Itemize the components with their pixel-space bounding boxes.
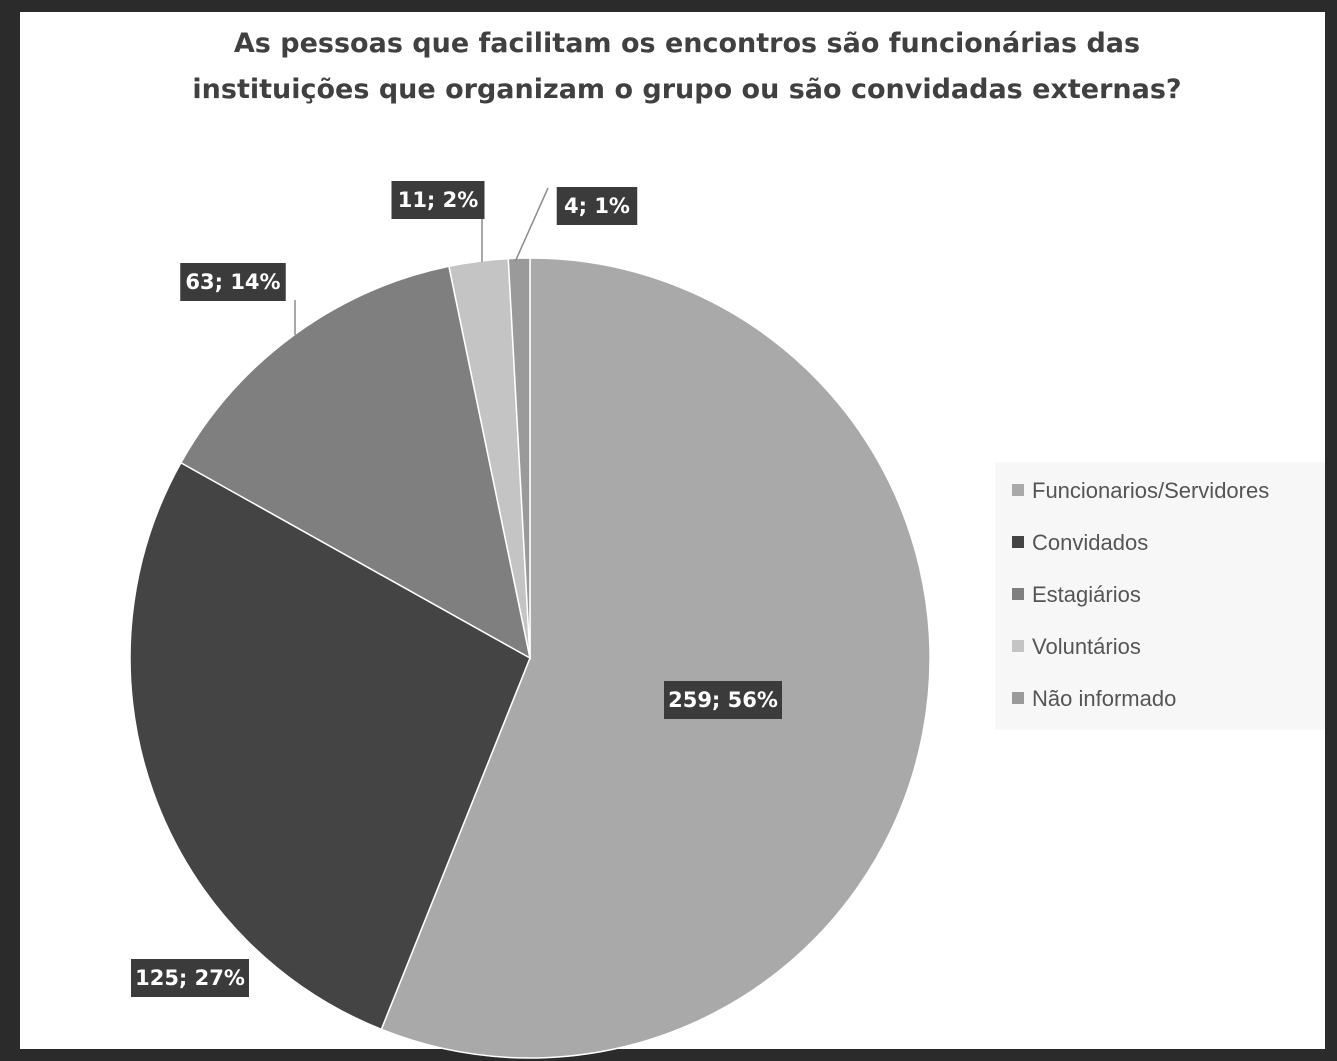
legend-swatch-2 <box>1012 536 1024 548</box>
frame-left-bar <box>0 120 20 1020</box>
legend-background <box>995 462 1325 730</box>
data-label-text-1: 259; 56% <box>668 688 778 712</box>
legend-label-4: Voluntários <box>1032 634 1141 659</box>
data-labels: 259; 56% 125; 27% 63; 14% 11; 2% 4; 1% <box>131 181 782 997</box>
data-label-box-4 <box>391 181 485 219</box>
legend-label-5: Não informado <box>1032 686 1176 711</box>
legend-swatch-3 <box>1012 588 1024 600</box>
pie-slices <box>129 257 931 1059</box>
legend: Funcionarios/Servidores Convidados Estagiá… <box>995 462 1325 730</box>
leader-lines <box>294 187 549 335</box>
pie-slice-3 <box>179 265 532 660</box>
data-label-text-4: 11; 2% <box>398 188 479 212</box>
legend-label-2: Convidados <box>1032 530 1148 555</box>
pie-slice-2 <box>129 461 531 1031</box>
legend-swatch-4 <box>1012 640 1024 652</box>
data-label-text-2: 125; 27% <box>135 966 245 990</box>
data-label-3: 63; 14% <box>180 263 286 301</box>
legend-swatch-5 <box>1012 692 1024 704</box>
pie-slice-1 <box>380 257 931 1059</box>
data-label-text-3: 63; 14% <box>185 270 280 294</box>
data-label-box-2 <box>131 959 249 997</box>
chart-title-line-1: As pessoas que facilitam os encontros sã… <box>234 28 1140 59</box>
legend-swatch-1 <box>1012 484 1024 496</box>
data-label-2: 125; 27% <box>131 959 249 997</box>
pie-slice-5 <box>507 257 531 659</box>
data-label-text-5: 4; 1% <box>564 194 630 218</box>
data-label-5: 4; 1% <box>556 187 638 225</box>
legend-label-1: Funcionarios/Servidores <box>1032 478 1269 503</box>
leader-line-5 <box>514 187 549 263</box>
legend-label-3: Estagiários <box>1032 582 1141 607</box>
data-label-box-3 <box>180 263 286 301</box>
data-label-1: 259; 56% <box>664 681 782 719</box>
data-label-box-1 <box>664 681 782 719</box>
data-label-box-5 <box>556 187 638 225</box>
chart-title-line-2: instituições que organizam o grupo ou sã… <box>192 74 1181 105</box>
data-label-4: 11; 2% <box>391 181 485 219</box>
